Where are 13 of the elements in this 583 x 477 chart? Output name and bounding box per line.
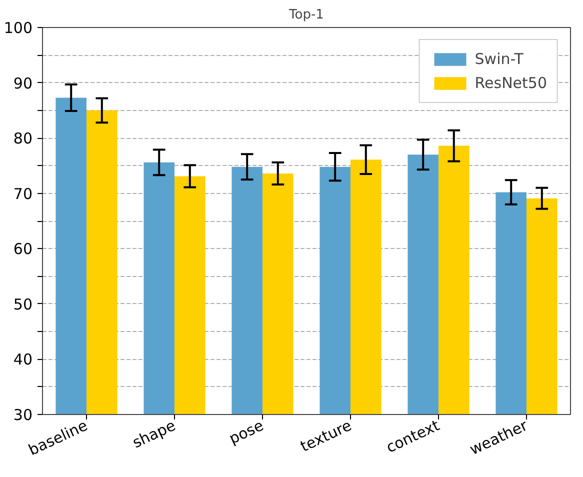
y-tick-label: 90 <box>13 74 33 92</box>
y-tick-label: 100 <box>4 19 33 37</box>
y-tick-label: 60 <box>13 240 33 258</box>
legend-label: ResNet50 <box>474 74 547 92</box>
chart-title: Top-1 <box>288 8 324 22</box>
y-tick-label: 30 <box>13 406 33 424</box>
legend-label: Swin-T <box>474 50 524 68</box>
x-tick-label: shape <box>130 416 178 452</box>
y-tick-label: 70 <box>13 184 33 203</box>
y-tick-label: 50 <box>13 295 33 314</box>
x-tick-label: pose <box>226 416 266 448</box>
y-tick-label: 80 <box>13 130 33 148</box>
y-tick-label: 40 <box>13 350 33 369</box>
